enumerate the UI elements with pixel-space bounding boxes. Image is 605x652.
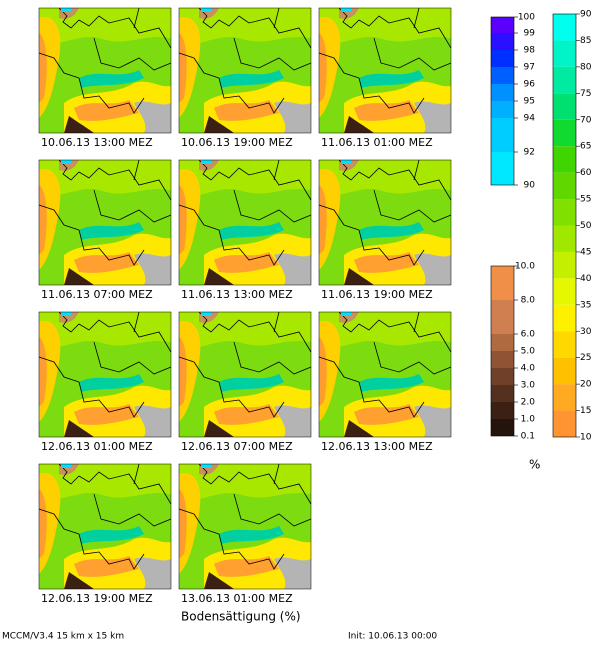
colorbar-tick-label: 45 <box>580 247 591 257</box>
colorbar-segment <box>553 331 576 358</box>
colorbar-segment <box>553 278 576 305</box>
colorbar-tick-label: 0.1 <box>521 432 535 442</box>
panel-label: 12.06.13 13:00 MEZ <box>321 440 433 453</box>
colorbar-segment <box>553 384 576 411</box>
colorbar-tick-label: 94 <box>524 114 536 124</box>
map-panel <box>318 7 452 134</box>
colorbar-segment <box>553 93 576 120</box>
colorbar-tick-label: 35 <box>580 300 591 310</box>
colorbar-tick-label: 15 <box>580 406 591 416</box>
colorbar-tick-label: 10.0 <box>515 262 535 272</box>
colorbar-segment <box>553 251 576 279</box>
map-panel <box>178 463 312 590</box>
panel-label: 12.06.13 01:00 MEZ <box>41 440 153 453</box>
colorbar-tick-label: 95 <box>524 97 535 107</box>
colorbar-tick-label: 5.0 <box>521 347 536 357</box>
colorbar-segment <box>491 385 514 402</box>
colorbar-tick-label: 99 <box>524 29 536 39</box>
colorbar-segment <box>553 146 576 173</box>
colorbar-tick-label: 3.0 <box>521 381 536 391</box>
colorbar-tick-label: 40 <box>580 274 592 284</box>
panel-label: 11.06.13 19:00 MEZ <box>321 288 433 301</box>
colorbar-segment <box>553 119 576 147</box>
colorbar-tick-label: 65 <box>580 142 591 152</box>
colorbar-tick-label: 8.0 <box>521 296 536 306</box>
colorbar-segment <box>553 410 576 437</box>
colorbar-segment <box>491 419 514 436</box>
map-panel <box>318 159 452 286</box>
colorbar-tick-label: 25 <box>580 353 591 363</box>
colorbar-segment <box>553 304 576 332</box>
panel-label: 13.06.13 01:00 MEZ <box>181 592 293 605</box>
colorbar-segment <box>553 14 576 41</box>
unit-label: % <box>529 458 540 472</box>
figure-title: Bodensättigung (%) <box>181 610 301 624</box>
colorbar-tick-label: 98 <box>524 46 536 56</box>
panel-label: 12.06.13 19:00 MEZ <box>41 592 153 605</box>
panel-label: 10.06.13 19:00 MEZ <box>181 136 293 149</box>
colorbar-tick-label: 55 <box>580 195 591 205</box>
colorbar-tick-label: 1.0 <box>521 415 536 425</box>
colorbar-segment <box>491 84 514 101</box>
colorbar-tick-label: 92 <box>524 148 535 158</box>
colorbar-segment <box>491 101 514 118</box>
map-panel <box>178 7 312 134</box>
panel-label: 11.06.13 07:00 MEZ <box>41 288 153 301</box>
colorbar-segment <box>491 402 514 419</box>
colorbar-tick-label: 85 <box>580 36 591 46</box>
colorbar-segment <box>491 368 514 385</box>
colorbar-tick-label: 90 <box>580 10 592 20</box>
map-panel <box>178 311 312 438</box>
colorbar-tick-label: 4.0 <box>521 364 536 374</box>
colorbar-segment <box>491 300 514 334</box>
colorbar-segment <box>553 66 576 94</box>
colorbar-tick-label: 10 <box>580 433 592 443</box>
model-info: MCCM/V3.4 15 km x 15 km <box>2 632 124 642</box>
colorbar-tick-label: 80 <box>580 62 592 72</box>
colorbar-segment <box>553 40 576 67</box>
colorbar-tick-label: 90 <box>524 181 536 191</box>
colorbar-tick-label: 96 <box>524 80 536 90</box>
colorbar-segment <box>491 33 514 50</box>
colorbar-tick-label: 70 <box>580 115 592 125</box>
colorbar-tick-label: 50 <box>580 221 592 231</box>
panel-label: 10.06.13 13:00 MEZ <box>41 136 153 149</box>
colorbar-segment <box>491 118 514 152</box>
map-panel <box>38 463 172 590</box>
colorbar-segment <box>553 199 576 226</box>
colorbar-segment <box>491 351 514 368</box>
colorbar-tick-label: 6.0 <box>521 330 536 340</box>
colorbar-tick-label: 97 <box>524 63 535 73</box>
colorbar-segment <box>553 225 576 252</box>
colorbar-tick-label: 30 <box>580 327 592 337</box>
colorbar-segment <box>553 357 576 385</box>
colorbar-segment <box>491 334 514 351</box>
colorbar-tick-label: 60 <box>580 168 592 178</box>
colorbar-tick-label: 100 <box>518 13 535 23</box>
map-panel <box>38 159 172 286</box>
panel-label: 11.06.13 13:00 MEZ <box>181 288 293 301</box>
map-panel <box>318 311 452 438</box>
colorbar-segment <box>553 172 576 200</box>
panel-label: 12.06.13 07:00 MEZ <box>181 440 293 453</box>
colorbar-segment <box>491 67 514 84</box>
colorbar-tick-label: 2.0 <box>521 398 536 408</box>
colorbar-segment <box>491 50 514 67</box>
colorbar-segment <box>491 152 514 185</box>
colorbar-tick-label: 20 <box>580 380 592 390</box>
map-panel <box>178 159 312 286</box>
init-info: Init: 10.06.13 00:00 <box>348 632 437 642</box>
colorbar-segment <box>491 17 514 33</box>
colorbar-tick-label: 75 <box>580 89 591 99</box>
map-panel <box>38 311 172 438</box>
colorbar-segment <box>491 266 514 300</box>
panel-label: 11.06.13 01:00 MEZ <box>321 136 433 149</box>
map-panel <box>38 7 172 134</box>
